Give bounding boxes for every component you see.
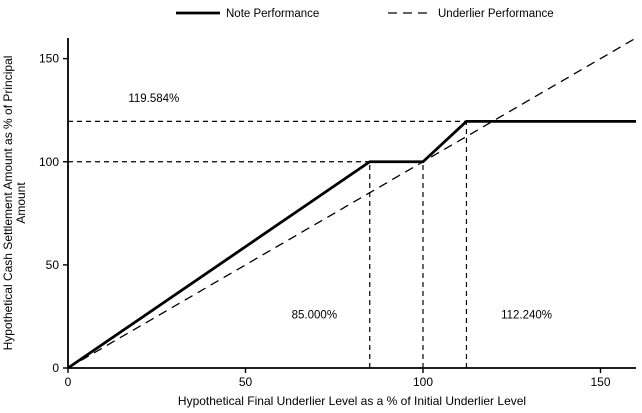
- y-axis-label: Hypothetical Cash Settlement Amount as %…: [1, 56, 28, 351]
- y-tick-label: 150: [39, 52, 59, 66]
- annotation-label: 112.240%: [501, 310, 552, 322]
- annotation-label: 119.584%: [128, 93, 179, 105]
- x-axis-label: Hypothetical Final Underlier Level as a …: [178, 394, 526, 408]
- y-tick-label: 100: [39, 155, 59, 169]
- legend-label: Note Performance: [226, 8, 319, 20]
- y-tick-label: 50: [46, 258, 60, 272]
- x-tick-label: 0: [65, 375, 72, 389]
- legend-label: Underlier Performance: [438, 8, 554, 20]
- y-tick-label: 0: [52, 361, 59, 375]
- annotation-label: 85.000%: [292, 310, 337, 322]
- x-tick-label: 150: [590, 375, 610, 389]
- x-tick-label: 50: [239, 375, 253, 389]
- underlier-performance-line: [67, 37, 637, 369]
- note-performance-line: [67, 119, 636, 370]
- x-tick-label: 100: [413, 375, 433, 389]
